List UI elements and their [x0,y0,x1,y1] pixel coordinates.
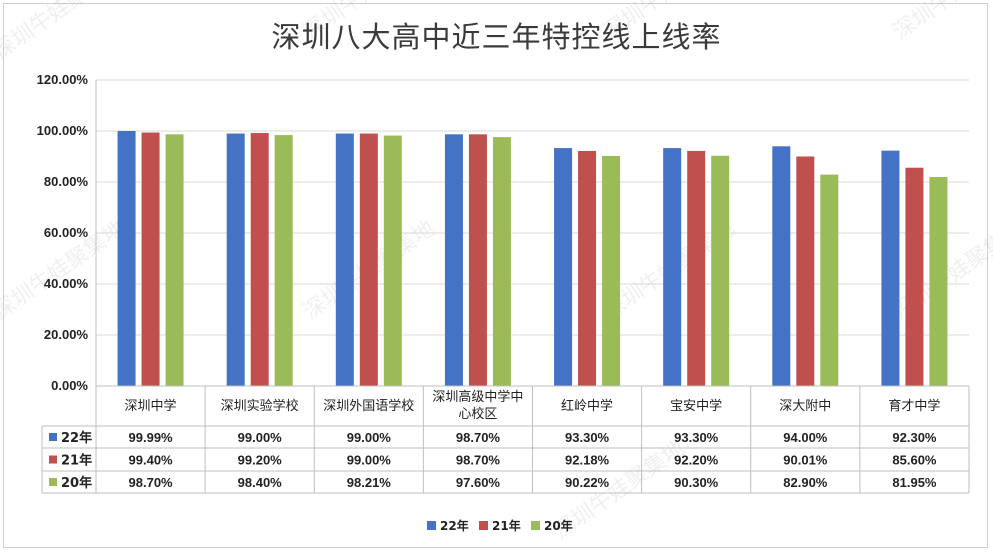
data-cell: 97.60% [456,475,501,490]
data-cell: 94.00% [783,430,828,445]
legend-label: 22年 [440,518,469,533]
data-cell: 93.30% [674,430,719,445]
y-tick-label: 60.00% [44,225,89,240]
chart-title: 深圳八大高中近三年特控线上线率 [271,20,722,54]
data-cell: 99.40% [129,453,174,468]
data-cell: 98.70% [456,453,501,468]
data-cell: 90.30% [674,475,719,490]
bar [141,132,160,386]
bar [492,137,511,386]
data-cell: 99.00% [347,453,392,468]
bar [117,131,136,386]
legend-swatch [427,521,436,530]
legend-swatch [479,521,488,530]
data-cell: 90.01% [783,453,828,468]
bar [554,148,573,386]
bar [929,177,948,386]
y-tick-label: 100.00% [37,123,89,138]
bar [444,134,463,386]
series-row-label: 22年 [61,430,92,446]
series-key [49,433,57,441]
legend-label: 21年 [492,518,521,533]
y-axis: 0.00% 20.00% 40.00% 60.00% 80.00% 100.00% 120.… [37,72,97,393]
bar [905,167,924,386]
category-label: 深圳实验学校 [221,398,299,414]
bar [383,135,402,386]
bar [226,133,245,386]
data-cell: 92.18% [565,453,610,468]
legend: 22年 21年 20年 [427,518,573,533]
data-cell: 85.60% [892,453,937,468]
bar [772,146,791,386]
watermark-text: 深圳牛娃聚集地 [0,0,130,65]
bar [468,134,487,386]
category-label: 深圳外国语学校 [323,398,414,414]
bar [274,135,293,386]
y-tick-label: 0.00% [51,378,88,393]
data-cell: 92.20% [674,453,719,468]
data-cell: 98.40% [238,475,283,490]
bar [820,174,839,386]
series-row-label: 21年 [61,453,92,469]
data-table: 深圳中学 深圳实验学校 深圳外国语学校 深圳高级中学中心校区 红岭中学 宝安中学 深大附中 育… [41,385,970,494]
data-cell: 98.70% [456,430,501,445]
y-tick-label: 80.00% [44,174,89,189]
y-tick-label: 20.00% [44,327,89,342]
watermark-text: 深圳牛娃聚集地 [599,0,740,45]
category-label: 红岭中学 [561,398,613,414]
data-cell: 99.00% [347,430,392,445]
category-label: 宝安中学 [670,398,722,414]
bars [117,131,948,386]
bar [881,150,900,386]
watermark-text: 深圳牛娃聚集地 [299,0,440,45]
category-label-line: 深圳高级中学中 [432,389,523,405]
bar [663,148,682,386]
legend-label: 20年 [544,518,573,533]
data-cell: 99.00% [238,430,283,445]
category-label-line: 心校区 [458,406,497,422]
data-cell: 90.22% [565,475,610,490]
watermark-text: 深圳牛娃聚集地 [889,0,993,45]
bar [165,134,184,386]
category-label: 深大附中 [779,399,831,414]
data-cell: 98.21% [347,475,392,490]
bar [687,150,706,386]
legend-swatch [531,521,540,530]
bar [578,150,597,386]
category-label: 深圳高级中学中心校区 [432,389,523,422]
data-cell: 81.95% [892,475,937,490]
bar [602,155,621,386]
data-cell: 98.70% [129,475,174,490]
category-label: 育才中学 [888,398,940,414]
bar [250,133,269,386]
category-label: 深圳中学 [125,398,177,414]
data-cell: 82.90% [783,475,828,490]
bar [711,155,730,386]
bar [335,133,354,386]
data-cell: 92.30% [892,430,937,445]
y-tick-label: 120.00% [37,72,89,87]
bar [796,156,815,386]
data-cell: 93.30% [565,430,610,445]
y-tick-label: 40.00% [44,276,89,291]
data-cell: 99.99% [129,430,174,445]
bar [359,133,378,386]
series-key [49,478,57,486]
series-row-label: 20年 [61,475,92,491]
series-key [49,455,57,464]
data-cell: 99.20% [238,453,283,468]
